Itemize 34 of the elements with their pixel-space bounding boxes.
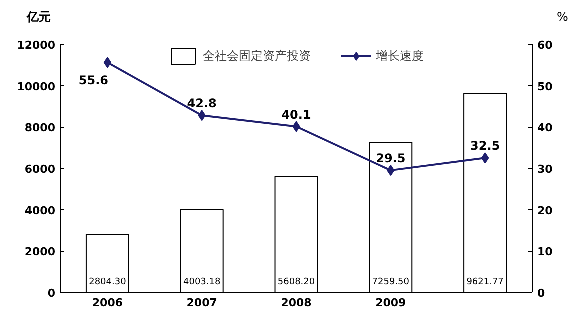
y-tick-label: 0 [48,287,56,300]
x-tick-label: 2007 [186,296,218,310]
y-tick-label: 2000 [24,246,56,259]
point [481,152,490,164]
data-label: 9621.77 [466,278,504,288]
data-label: 29.5 [376,152,406,166]
data-label: 32.5 [470,139,500,154]
data-label: 4003.18 [183,278,221,288]
y-tick-label: 4000 [24,204,56,218]
y-tick-label: 10000 [17,80,56,94]
y2-tick-label: 10 [538,246,554,259]
data-label: 7259.50 [372,278,410,288]
data-label: 5608.20 [278,278,316,288]
x-tick-label: 2008 [281,296,312,310]
y2-tick-label: 20 [538,204,554,218]
x-tick-label: 2006 [92,296,124,310]
y-axis-title: 亿元 [27,9,51,26]
y2-tick-label: 0 [538,287,546,300]
point [104,57,112,68]
y-tick-label: 6000 [24,163,56,176]
data-label: 2804.30 [89,278,127,288]
y2-axis-title: % [557,9,568,26]
data-label: 55.6 [78,74,109,88]
data-label: 40.1 [282,108,312,122]
y-tick-label: 12000 [17,39,56,52]
x-tick-label: 2009 [376,296,406,310]
y2-tick-label: 30 [538,163,554,176]
y2-tick-label: 40 [538,122,554,135]
y-tick-label: 8000 [24,122,56,135]
y2-tick-label: 50 [538,80,554,94]
legend-label: 增长速度 [376,48,424,64]
y2-tick-label: 60 [538,39,554,52]
data-label: 42.8 [187,96,217,111]
legend-label: 全社会固定资产投资 [203,48,311,64]
